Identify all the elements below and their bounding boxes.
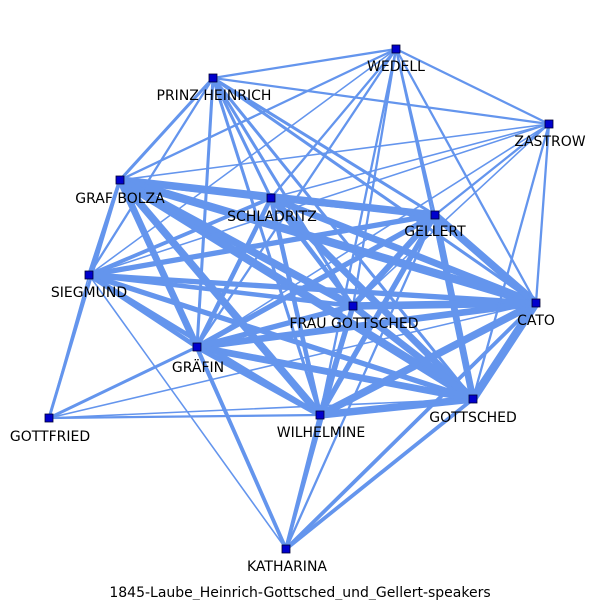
- node-label-schladritz: SCHLADRITZ: [227, 209, 317, 225]
- node-cato: [531, 298, 541, 308]
- edge-cato-prinz: [211, 76, 538, 305]
- node-prinz: [208, 73, 218, 83]
- node-fraugottsched: [348, 301, 358, 311]
- edge-schladritz-prinz: [211, 76, 273, 200]
- node-label-bolza: GRAF BOLZA: [75, 191, 165, 207]
- edge-wilhelmine-gottfried: [47, 413, 322, 420]
- edge-fraugottsched-zastrow: [352, 123, 550, 307]
- edge-gellert-prinz: [211, 76, 437, 217]
- node-wilhelmine: [315, 410, 325, 420]
- node-label-zastrow: ZASTROW: [514, 134, 585, 150]
- graph-caption: 1845-Laube_Heinrich-Gottsched_und_Geller…: [109, 585, 490, 600]
- label-layer: WEDELL PRINZ HEINRICH ZASTROW GRAF BOLZA SCH…: [10, 59, 586, 575]
- node-label-siegmund: SIEGMUND: [51, 285, 127, 301]
- edge-gottsched-siegmund: [86, 272, 476, 402]
- edge-wilhelmine-wedell: [318, 47, 398, 417]
- edge-gellert-katharina: [284, 213, 437, 551]
- edge-cato-wilhelmine: [316, 299, 540, 419]
- edge-schladritz-gottsched: [267, 194, 477, 403]
- node-label-fraugottsched: FRAU GOTTSCHED: [289, 316, 418, 332]
- edge-schladritz-siegmund: [87, 196, 273, 277]
- edge-layer: [47, 47, 551, 551]
- edge-graefin-zastrow: [196, 123, 550, 348]
- edge-graefin-gottfried: [47, 345, 199, 420]
- node-zastrow: [544, 119, 554, 129]
- node-label-gottfried: GOTTFRIED: [10, 429, 90, 445]
- node-gottfried: [44, 413, 54, 423]
- node-label-cato: CATO: [517, 313, 555, 329]
- edge-gottsched-prinz: [211, 76, 475, 401]
- node-label-wedell: WEDELL: [367, 59, 425, 75]
- edge-fraugottsched-siegmund: [86, 272, 356, 309]
- edge-graefin-siegmund: [86, 272, 200, 350]
- edge-gottsched-katharina: [284, 397, 475, 551]
- edge-schladritz-wilhelmine: [268, 195, 323, 418]
- node-wedell: [391, 44, 401, 54]
- node-label-wilhelmine: WILHELMINE: [277, 425, 365, 441]
- edge-gottsched-wilhelmine: [316, 395, 477, 419]
- edge-gottfried-cato: [48, 302, 537, 419]
- node-siegmund: [84, 270, 94, 280]
- node-label-katharina: KATHARINA: [247, 559, 327, 575]
- node-label-gottsched: GOTTSCHED: [429, 410, 517, 426]
- node-graefin: [192, 342, 202, 352]
- edge-schladritz-zastrow: [270, 123, 550, 199]
- edge-prinz-zastrow: [211, 76, 551, 126]
- edge-cato-graefin: [193, 299, 540, 351]
- node-bolza: [115, 175, 125, 185]
- edge-katharina-bolza: [119, 179, 287, 550]
- edge-siegmund-wedell: [88, 48, 397, 276]
- edge-gellert-zastrow: [433, 122, 551, 217]
- edge-cato-katharina: [284, 301, 538, 551]
- node-schladritz: [266, 193, 276, 203]
- edge-siegmund-gottfried: [48, 274, 90, 419]
- edge-cato-zastrow: [534, 122, 551, 305]
- edge-bolza-wedell: [118, 47, 398, 182]
- edge-cato-siegmund: [86, 272, 539, 306]
- node-gellert: [430, 210, 440, 220]
- edge-gellert-cato: [431, 211, 540, 307]
- edge-siegmund-zastrow: [88, 123, 550, 276]
- edge-gottfried-gottsched: [48, 398, 474, 419]
- edge-fraugottsched-prinz: [211, 76, 355, 308]
- edge-fraugottsched-wedell: [351, 47, 398, 308]
- edge-wilhelmine-katharina: [284, 413, 322, 551]
- edge-gottsched-zastrow: [471, 122, 551, 401]
- edge-wedell-zastrow: [394, 47, 551, 126]
- edge-prinz-wedell: [211, 47, 398, 80]
- edge-gottsched-wedell: [394, 47, 475, 401]
- edge-gellert-siegmund: [86, 212, 438, 278]
- edge-siegmund-prinz: [87, 76, 215, 277]
- node-katharina: [281, 544, 291, 554]
- edge-fraugottsched-graefin: [194, 303, 356, 350]
- node-layer: [44, 44, 554, 554]
- node-label-gellert: GELLERT: [404, 224, 466, 240]
- node-gottsched: [468, 394, 478, 404]
- node-label-prinz: PRINZ HEINRICH: [157, 88, 272, 104]
- edge-cato-gottsched: [468, 298, 541, 404]
- edge-bolza-prinz: [118, 76, 215, 182]
- node-label-graefin: GRÄFIN: [172, 358, 224, 376]
- edge-gottsched-fraugottsched: [349, 302, 477, 403]
- edge-graefin-prinz: [195, 76, 215, 349]
